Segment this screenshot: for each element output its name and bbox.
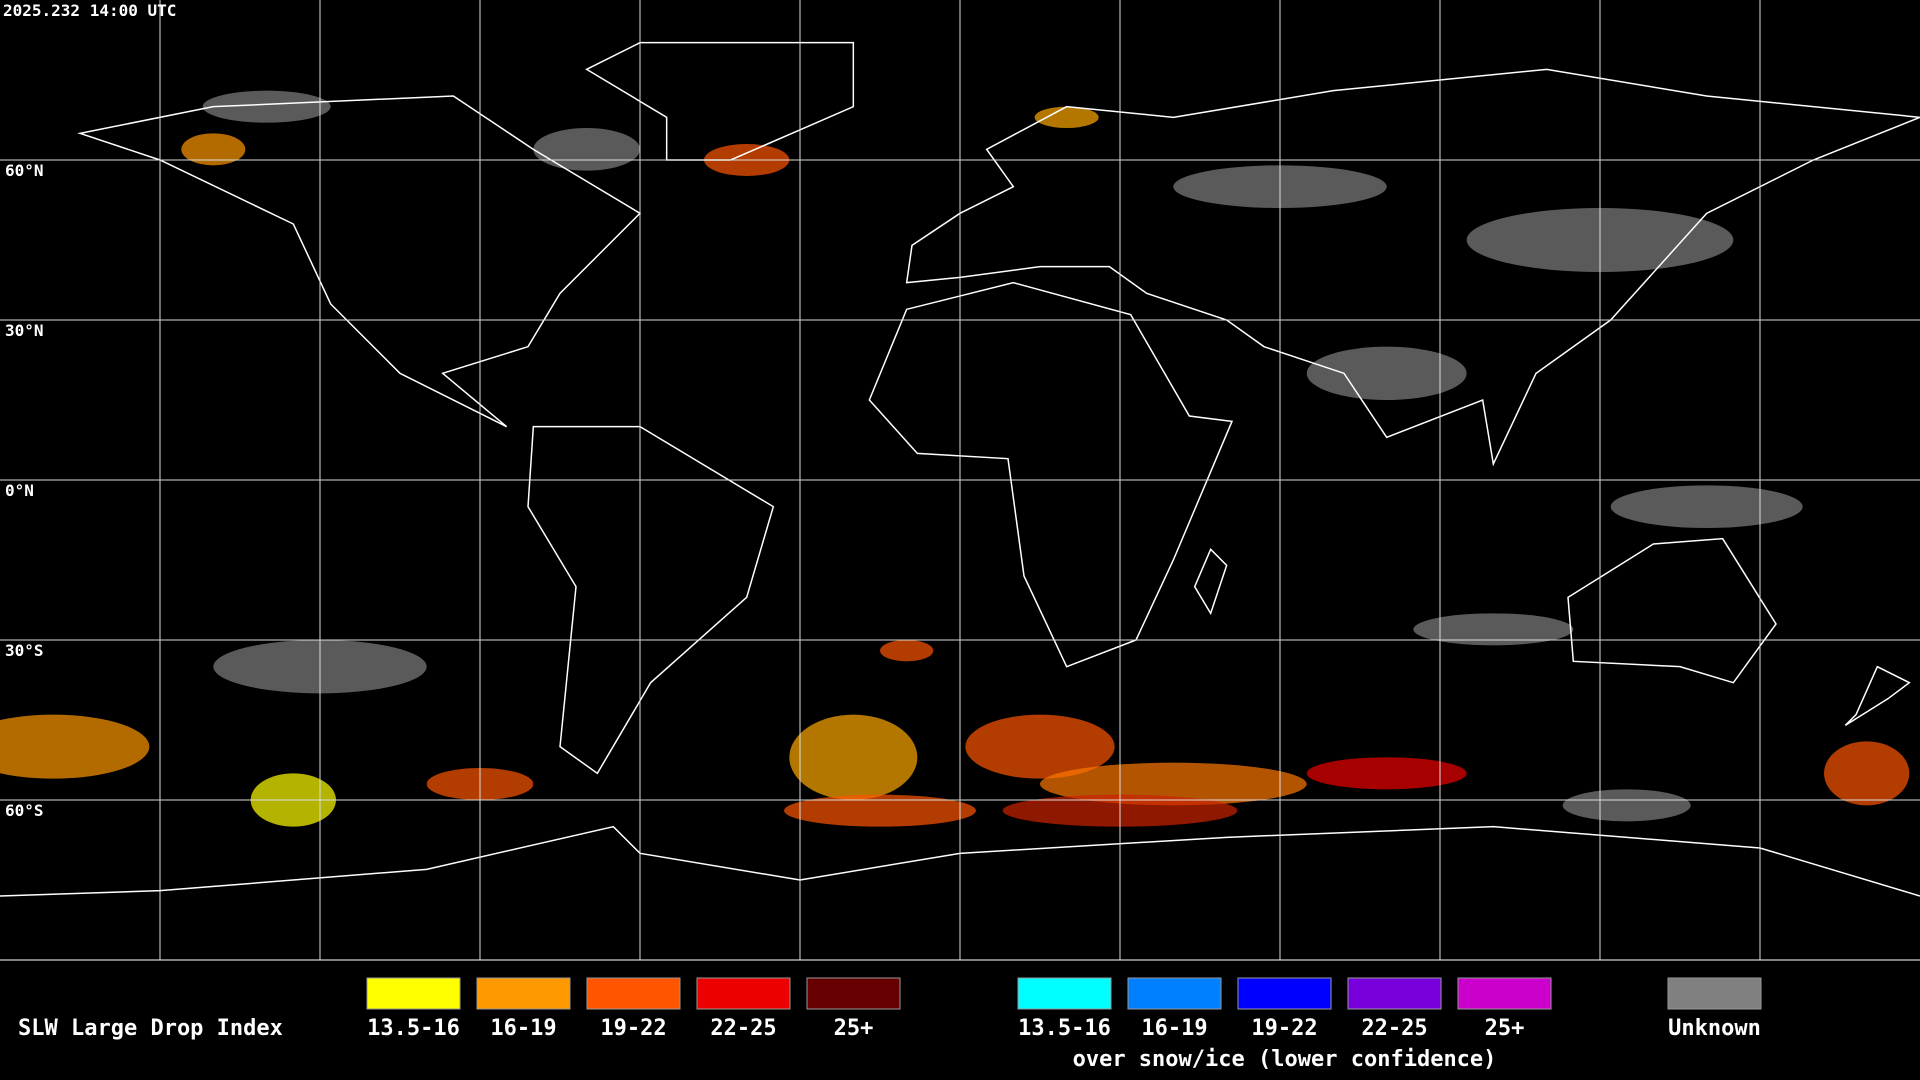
cloud-patches xyxy=(0,90,1910,827)
legend-swatch xyxy=(1237,977,1332,1010)
cloud-patch xyxy=(0,714,150,779)
graticule xyxy=(0,0,1920,960)
cloud-patch xyxy=(1562,789,1691,822)
coastline xyxy=(1193,548,1228,616)
legend-swatch xyxy=(1127,977,1222,1010)
legend: SLW Large Drop Index 13.5-16 16-19 19-22 22-… xyxy=(18,977,1762,1072)
legend-swatch xyxy=(696,977,791,1010)
coastline xyxy=(868,281,1234,668)
legend-swatch xyxy=(1347,977,1442,1010)
latitude-label: 60°S xyxy=(5,801,44,820)
cloud-patch xyxy=(789,714,918,800)
legend-swatch xyxy=(476,977,571,1010)
cloud-patch xyxy=(880,640,934,662)
cloud-patch xyxy=(1306,757,1467,790)
legend-label: Unknown xyxy=(1668,1016,1761,1041)
legend-swatch xyxy=(1457,977,1552,1010)
legend-label: 25+ xyxy=(1485,1016,1525,1041)
latitude-label: 30°S xyxy=(5,641,44,660)
cloud-patch xyxy=(1034,106,1099,128)
latitude-label: 60°N xyxy=(5,161,44,180)
cloud-patch xyxy=(1413,613,1574,646)
cloud-patch xyxy=(1306,346,1467,401)
latitude-label: 30°N xyxy=(5,321,44,340)
cloud-patch xyxy=(181,133,246,166)
cloud-patch xyxy=(202,90,331,123)
legend-note: over snow/ice (lower confidence) xyxy=(1073,1047,1497,1072)
cloud-patch xyxy=(533,127,641,171)
legend-title: SLW Large Drop Index xyxy=(18,1016,283,1041)
coastline xyxy=(1844,665,1911,726)
legend-label: 19-22 xyxy=(1251,1016,1317,1041)
cloud-patch xyxy=(1610,485,1803,528)
coastline xyxy=(527,425,775,775)
latitude-labels: 60°N 30°N 0°N 30°S 60°S xyxy=(5,161,44,820)
legend-swatch xyxy=(1667,977,1762,1010)
cloud-patch xyxy=(965,714,1115,779)
legend-label: 16-19 xyxy=(490,1016,556,1041)
cloud-patch xyxy=(784,794,976,827)
legend-label: 19-22 xyxy=(600,1016,666,1041)
coastline xyxy=(905,68,1920,467)
cloud-patch xyxy=(1040,762,1307,806)
legend-swatch xyxy=(366,977,461,1010)
legend-label: 25+ xyxy=(834,1016,874,1041)
legend-label: 16-19 xyxy=(1141,1016,1207,1041)
legend-swatch xyxy=(586,977,681,1010)
coastline xyxy=(77,95,642,428)
legend-swatch xyxy=(806,977,901,1010)
legend-label: 22-25 xyxy=(710,1016,776,1041)
coastline xyxy=(585,41,855,161)
legend-label: 22-25 xyxy=(1361,1016,1427,1041)
legend-label: 13.5-16 xyxy=(367,1016,460,1041)
coastlines xyxy=(0,41,1920,897)
coastline xyxy=(1567,537,1777,684)
legend-label: 13.5-16 xyxy=(1018,1016,1111,1041)
latitude-label: 0°N xyxy=(5,481,34,500)
cloud-patch xyxy=(1824,741,1910,806)
timestamp: 2025.232 14:00 UTC xyxy=(3,1,176,20)
legend-swatch xyxy=(1017,977,1112,1010)
